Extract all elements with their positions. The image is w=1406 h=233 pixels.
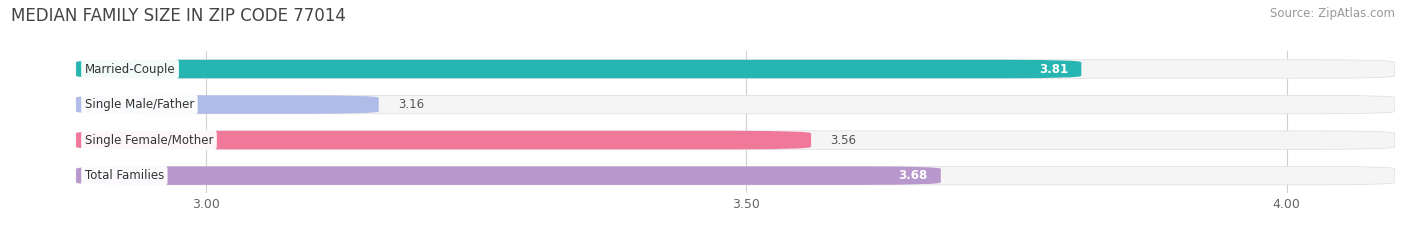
Text: Married-Couple: Married-Couple [84,62,176,75]
FancyBboxPatch shape [76,166,1395,185]
Text: 3.16: 3.16 [398,98,425,111]
FancyBboxPatch shape [76,60,1081,78]
FancyBboxPatch shape [76,60,1395,78]
FancyBboxPatch shape [76,95,378,114]
Text: 3.68: 3.68 [898,169,928,182]
Text: Single Female/Mother: Single Female/Mother [84,134,214,147]
Text: Total Families: Total Families [84,169,165,182]
FancyBboxPatch shape [76,95,1395,114]
FancyBboxPatch shape [76,166,941,185]
FancyBboxPatch shape [76,131,1395,149]
Text: 3.56: 3.56 [831,134,856,147]
Text: MEDIAN FAMILY SIZE IN ZIP CODE 77014: MEDIAN FAMILY SIZE IN ZIP CODE 77014 [11,7,346,25]
Text: 3.81: 3.81 [1039,62,1069,75]
Text: Source: ZipAtlas.com: Source: ZipAtlas.com [1270,7,1395,20]
FancyBboxPatch shape [76,131,811,149]
Text: Single Male/Father: Single Male/Father [84,98,194,111]
